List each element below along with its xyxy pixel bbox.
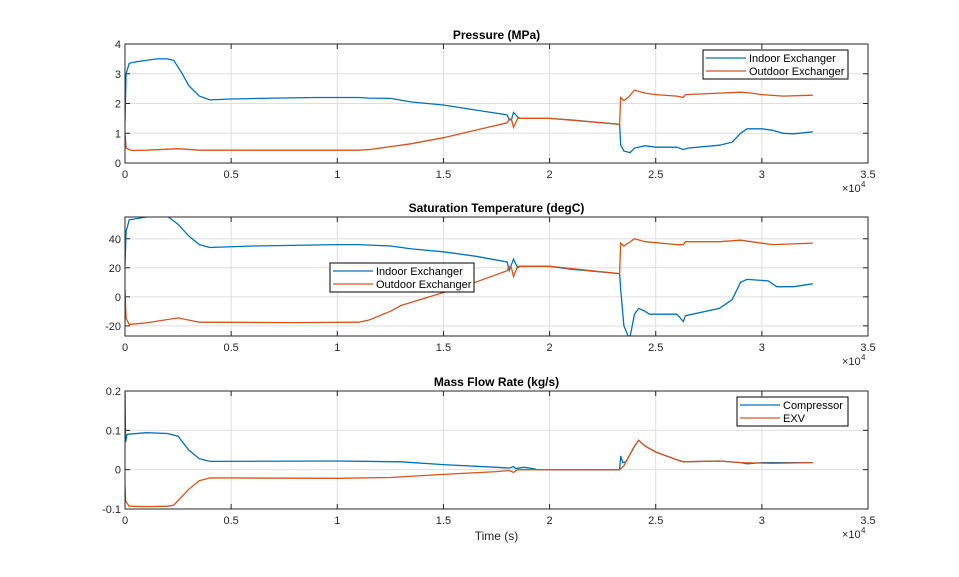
legend-box [736, 396, 849, 427]
x-tick-label: 1 [334, 169, 340, 181]
x-tick-label: 2 [547, 169, 553, 181]
x-tick-label: 0 [122, 169, 128, 181]
x-tick-label: 3 [759, 169, 765, 181]
y-tick-label: 40 [109, 234, 121, 246]
x-tick-label: 2 [547, 342, 553, 354]
x-tick-label: 1.5 [436, 169, 451, 181]
x-tick-label: 3 [759, 342, 765, 354]
x-tick-label: 1 [334, 342, 340, 354]
series-line-outdoor-exchanger [125, 89, 813, 152]
y-tick-label: 0 [115, 465, 121, 477]
x-axis-label: Time (s) [475, 529, 519, 543]
x-tick-label: 2.5 [648, 342, 663, 354]
legend-entry: Indoor Exchanger [376, 266, 463, 278]
legend-box [702, 49, 849, 80]
series-line-exv [125, 439, 813, 508]
y-tick-label: 4 [115, 39, 121, 51]
x-exponent-label: ×10 [842, 356, 861, 368]
x-tick-label: 0.5 [223, 342, 238, 354]
chart-title: Pressure (MPa) [453, 28, 540, 42]
y-tick-label: 0 [115, 292, 121, 304]
x-tick-label: 0.5 [223, 515, 238, 527]
legend-entry: Outdoor Exchanger [376, 279, 472, 291]
x-tick-label: 1 [334, 515, 340, 527]
x-tick-label: 2.5 [648, 169, 663, 181]
x-exponent-label: ×10 [842, 183, 861, 195]
legend-entry: Indoor Exchanger [749, 53, 836, 65]
y-tick-label: -0.1 [102, 504, 121, 516]
y-tick-label: 3 [115, 69, 121, 81]
legend-entry: EXV [783, 413, 806, 425]
y-tick-label: 0.2 [106, 386, 121, 398]
y-tick-label: 0 [115, 158, 121, 170]
axes-box [124, 43, 869, 164]
chart-title: Mass Flow Rate (kg/s) [434, 375, 559, 389]
x-tick-label: 2.5 [648, 515, 663, 527]
y-tick-label: -20 [105, 321, 121, 333]
y-tick-label: 1 [115, 128, 121, 140]
axes-box [124, 216, 869, 337]
x-tick-label: 3.5 [860, 169, 875, 181]
chart-title: Saturation Temperature (degC) [409, 201, 585, 215]
y-tick-label: 2 [115, 99, 121, 111]
x-tick-label: 3.5 [860, 515, 875, 527]
x-tick-label: 0 [122, 515, 128, 527]
legend-box [329, 262, 475, 293]
legend-entry: Compressor [783, 400, 843, 412]
x-tick-label: 1.5 [436, 342, 451, 354]
x-tick-label: 3 [759, 515, 765, 527]
y-tick-label: 20 [109, 263, 121, 275]
y-tick-label: 0.1 [106, 425, 121, 437]
x-tick-label: 0 [122, 342, 128, 354]
x-exponent: 4 [861, 526, 866, 535]
series-line-indoor-exchanger [125, 58, 813, 154]
x-tick-label: 2 [547, 515, 553, 527]
x-tick-label: 1.5 [436, 515, 451, 527]
legend-entry: Outdoor Exchanger [749, 66, 845, 78]
series-line-outdoor-exchanger [125, 238, 813, 326]
axes-box [124, 390, 869, 510]
x-exponent-label: ×10 [842, 529, 861, 541]
x-tick-label: 0.5 [223, 169, 238, 181]
x-tick-label: 3.5 [860, 342, 875, 354]
x-exponent: 4 [861, 180, 866, 189]
x-exponent: 4 [861, 353, 866, 362]
